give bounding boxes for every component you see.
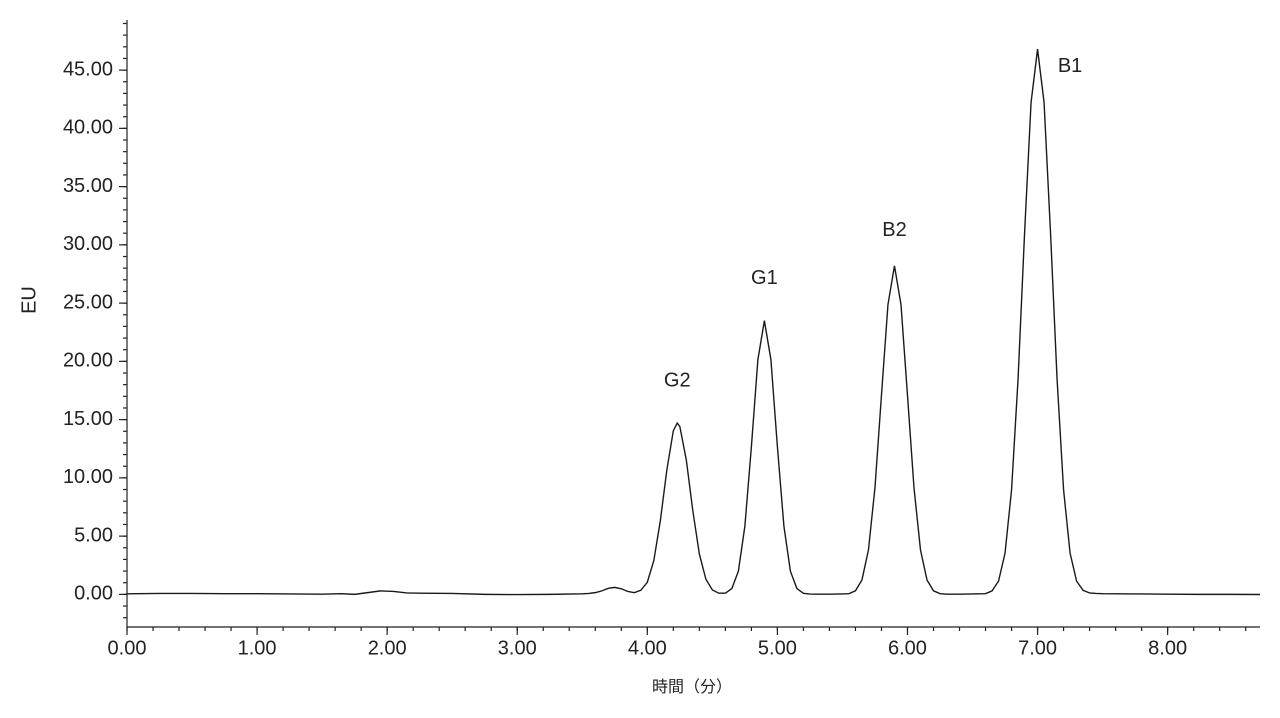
y-tick-label: 35.00 bbox=[63, 175, 113, 197]
y-tick-label: 10.00 bbox=[63, 466, 113, 488]
x-tick-label: 4.00 bbox=[628, 637, 667, 659]
x-tick-label: 3.00 bbox=[498, 637, 537, 659]
x-tick-label: 5.00 bbox=[758, 637, 797, 659]
x-tick-label: 0.00 bbox=[108, 637, 147, 659]
x-tick-label: 1.00 bbox=[238, 637, 277, 659]
y-tick-label: 15.00 bbox=[63, 408, 113, 430]
peak-label: G2 bbox=[664, 369, 691, 391]
y-tick-label: 0.00 bbox=[74, 583, 113, 605]
y-axis-label: EU bbox=[18, 286, 40, 314]
x-tick-label: 7.00 bbox=[1018, 637, 1057, 659]
x-tick-label: 8.00 bbox=[1148, 637, 1187, 659]
chromatogram-line bbox=[126, 49, 1261, 596]
y-tick-label: 25.00 bbox=[63, 291, 113, 313]
peak-label: G1 bbox=[751, 267, 778, 289]
y-tick-label: 45.00 bbox=[63, 58, 113, 80]
y-tick-label: 20.00 bbox=[63, 350, 113, 372]
x-axis-label: 時間（分） bbox=[652, 678, 732, 696]
x-tick-label: 2.00 bbox=[368, 637, 407, 659]
peak-label: B2 bbox=[882, 219, 906, 241]
y-tick-label: 5.00 bbox=[74, 524, 113, 546]
x-tick-label: 6.00 bbox=[888, 637, 927, 659]
y-tick-label: 30.00 bbox=[63, 233, 113, 255]
peak-label: B1 bbox=[1058, 55, 1082, 77]
y-tick-label: 40.00 bbox=[63, 117, 113, 139]
